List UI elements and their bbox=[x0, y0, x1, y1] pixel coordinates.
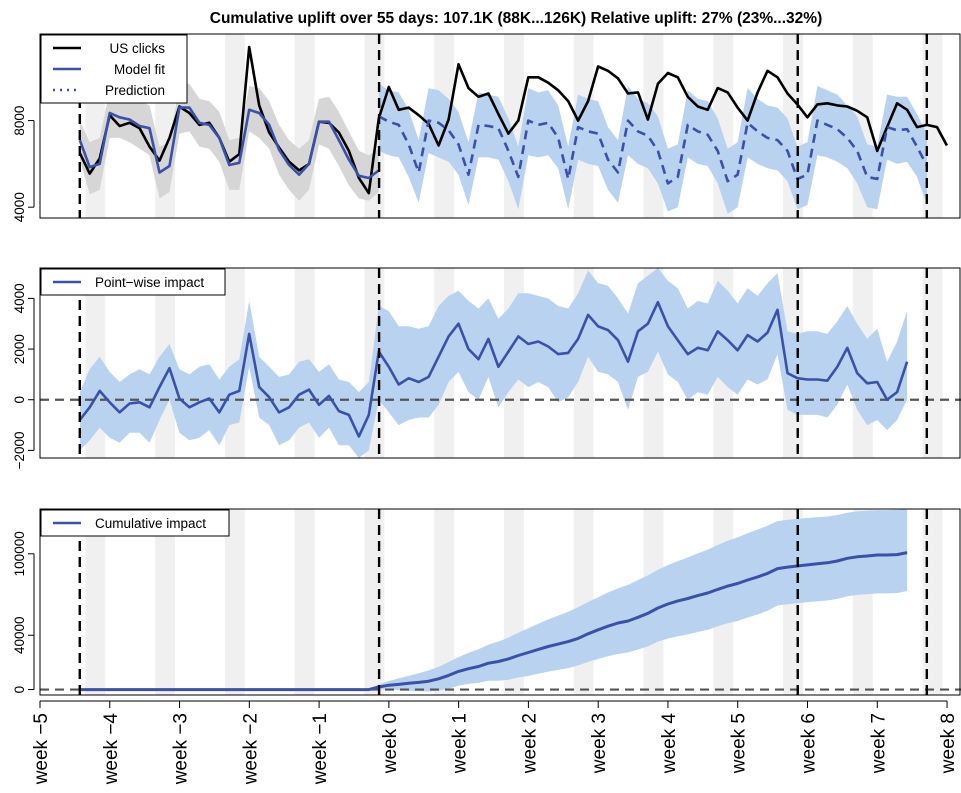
x-tick-label: week 2 bbox=[519, 713, 540, 774]
x-tick-label: week 6 bbox=[799, 713, 820, 774]
panel-plot-area bbox=[40, 268, 961, 458]
cumulative-impact-line bbox=[79, 551, 908, 692]
panel-frame bbox=[39, 33, 961, 219]
x-tick-label: week −3 bbox=[171, 713, 192, 785]
legend-label: US clicks bbox=[109, 41, 165, 56]
panel-pointwise: −2000 0 2000 4000 Point−wise impact bbox=[12, 267, 961, 469]
weekend-band bbox=[85, 509, 106, 695]
panel-plot-area bbox=[78, 34, 949, 218]
pre-period-band bbox=[79, 83, 379, 201]
chart-title: Cumulative uplift over 55 days: 107.1K (… bbox=[210, 10, 822, 27]
confidence-band bbox=[79, 509, 908, 692]
x-tick-label: week −1 bbox=[310, 713, 331, 785]
y-tick-label: 0 bbox=[12, 396, 27, 404]
legend-label: Cumulative impact bbox=[95, 516, 206, 531]
panel-cumulative: 0 40000 100000 Cumulative impact bbox=[12, 508, 961, 696]
prediction-band bbox=[378, 83, 927, 214]
x-tick-label: week −5 bbox=[31, 713, 52, 785]
legend-label: Point−wise impact bbox=[95, 275, 204, 290]
x-tick-label: week 1 bbox=[450, 713, 471, 774]
legend: Cumulative impact bbox=[40, 509, 230, 537]
weekend-band bbox=[434, 509, 455, 695]
y-tick-label: −2000 bbox=[12, 431, 27, 469]
weekend-band bbox=[224, 509, 245, 695]
panel-frame bbox=[39, 508, 961, 696]
legend: Point−wise impact bbox=[40, 268, 226, 296]
legend: US clicks Model fit Prediction bbox=[40, 34, 188, 104]
weekend-band bbox=[294, 509, 315, 695]
x-tick-label: week 3 bbox=[589, 713, 610, 774]
x-tick-label: week 0 bbox=[380, 713, 401, 774]
panel-plot-area bbox=[40, 509, 961, 695]
panel-original: 4000 8000 US clicks Model fit Prediction bbox=[12, 33, 961, 222]
prediction-line bbox=[378, 115, 929, 185]
weekend-band bbox=[922, 509, 943, 695]
model-fit-line bbox=[78, 106, 380, 180]
legend-label: Prediction bbox=[105, 83, 165, 98]
confidence-band bbox=[79, 268, 908, 458]
weekend-band bbox=[922, 268, 943, 458]
x-tick-label: week 4 bbox=[659, 713, 680, 775]
panel-frame bbox=[39, 267, 961, 459]
x-tick-label: week 7 bbox=[868, 713, 889, 774]
y-tick-label: 4000 bbox=[12, 283, 27, 313]
x-tick-label: week 5 bbox=[729, 713, 750, 774]
legend-label: Model fit bbox=[114, 62, 165, 77]
x-axis: week −5 week −4 week −3 week −2 week −1 week … bbox=[31, 700, 959, 786]
y-tick-label: 8000 bbox=[12, 106, 27, 136]
y-tick-label: 0 bbox=[12, 686, 27, 694]
y-tick-label: 40000 bbox=[12, 616, 27, 654]
y-tick-label: 2000 bbox=[12, 334, 27, 364]
x-tick-label: week −4 bbox=[101, 713, 122, 786]
y-tick-label: 100000 bbox=[12, 531, 27, 576]
weekend-band bbox=[364, 509, 385, 695]
weekend-band bbox=[155, 509, 176, 695]
y-tick-label: 4000 bbox=[12, 192, 27, 222]
pointwise-impact-line bbox=[78, 300, 909, 438]
x-tick-label: week −2 bbox=[240, 713, 261, 785]
x-tick-label: week 8 bbox=[938, 713, 959, 774]
